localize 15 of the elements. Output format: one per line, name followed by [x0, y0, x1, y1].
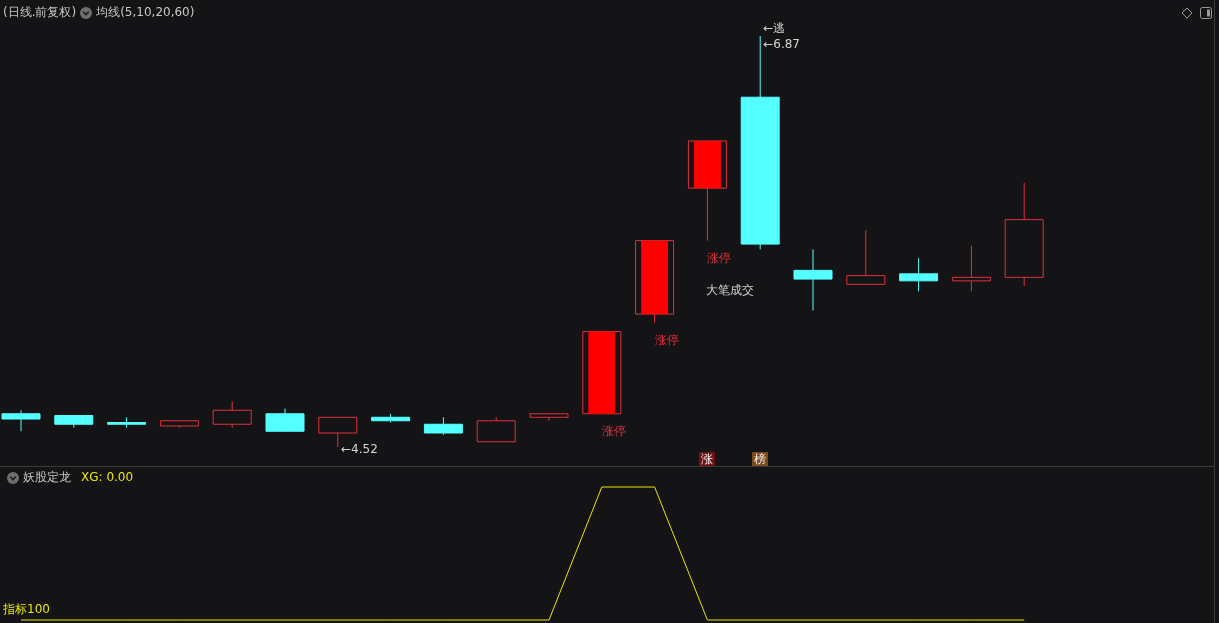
chart-subtitle: 均线(5,10,20,60) [96, 5, 195, 20]
text: 涨停 [601, 423, 626, 438]
chart-subtitle: XG: 0.00 [81, 470, 134, 485]
chart-title: 妖股定龙 [23, 470, 71, 485]
annotation: ←4.52 [341, 442, 378, 456]
text: 涨停 [707, 250, 732, 265]
text: 涨停 [654, 332, 679, 347]
annotation: 指标100 [2, 602, 50, 616]
candlestick [899, 257, 939, 292]
annotation: ←6.87 [763, 37, 800, 51]
annotation: 大笔成交 [706, 283, 754, 297]
candlestick [793, 248, 833, 312]
annotation: ←逃 [763, 21, 786, 35]
candlestick [951, 245, 991, 292]
chart-title: (日线.前复权) [3, 5, 77, 20]
